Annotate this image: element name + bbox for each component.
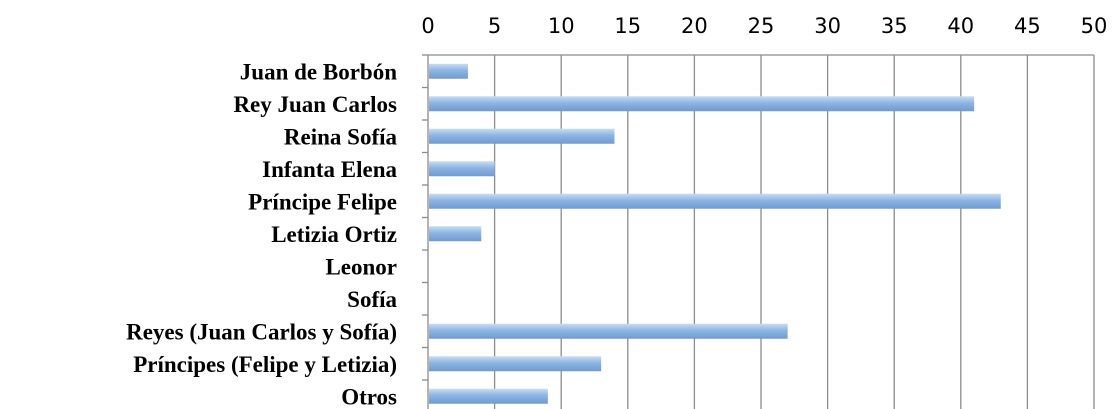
x-axis-ticks: 0 5 10 15 20 25 30 35 40 45 50 xyxy=(421,14,1107,38)
category-label: Príncipe Felipe xyxy=(248,189,397,214)
bars xyxy=(429,63,1001,404)
x-tick-label: 10 xyxy=(548,14,575,38)
category-label: Rey Juan Carlos xyxy=(233,92,397,117)
bar xyxy=(429,226,482,242)
x-tick-label: 35 xyxy=(881,14,908,38)
category-label: Reyes (Juan Carlos y Sofía) xyxy=(126,319,397,344)
category-labels: Juan de Borbón Rey Juan Carlos Reina Sofía… xyxy=(126,59,397,409)
bar xyxy=(429,63,468,79)
category-label: Juan de Borbón xyxy=(240,59,397,84)
bar xyxy=(429,161,495,177)
bar xyxy=(429,388,548,404)
x-tick-label: 45 xyxy=(1014,14,1041,38)
category-label: Infanta Elena xyxy=(262,157,397,182)
grid-lines xyxy=(493,55,1095,409)
category-label: Sofía xyxy=(347,287,397,312)
bar xyxy=(429,96,975,112)
x-tick-label: 30 xyxy=(814,14,841,38)
category-label: Príncipes (Felipe y Letizia) xyxy=(133,352,397,377)
x-tick-label: 15 xyxy=(614,14,641,38)
x-tick-label: 20 xyxy=(681,14,708,38)
category-label: Reina Sofía xyxy=(284,124,398,149)
category-label: Otros xyxy=(341,384,397,409)
category-label: Letizia Ortiz xyxy=(271,222,397,247)
bar xyxy=(429,193,1001,209)
axes xyxy=(422,54,1094,409)
x-tick-label: 25 xyxy=(748,14,775,38)
x-tick-label: 50 xyxy=(1081,14,1108,38)
bar xyxy=(429,323,788,339)
bar xyxy=(429,128,615,144)
category-label: Leonor xyxy=(325,254,397,279)
bar xyxy=(429,356,602,372)
x-tick-label: 40 xyxy=(947,14,974,38)
x-tick-label: 0 xyxy=(421,14,434,38)
x-tick-label: 5 xyxy=(488,14,501,38)
